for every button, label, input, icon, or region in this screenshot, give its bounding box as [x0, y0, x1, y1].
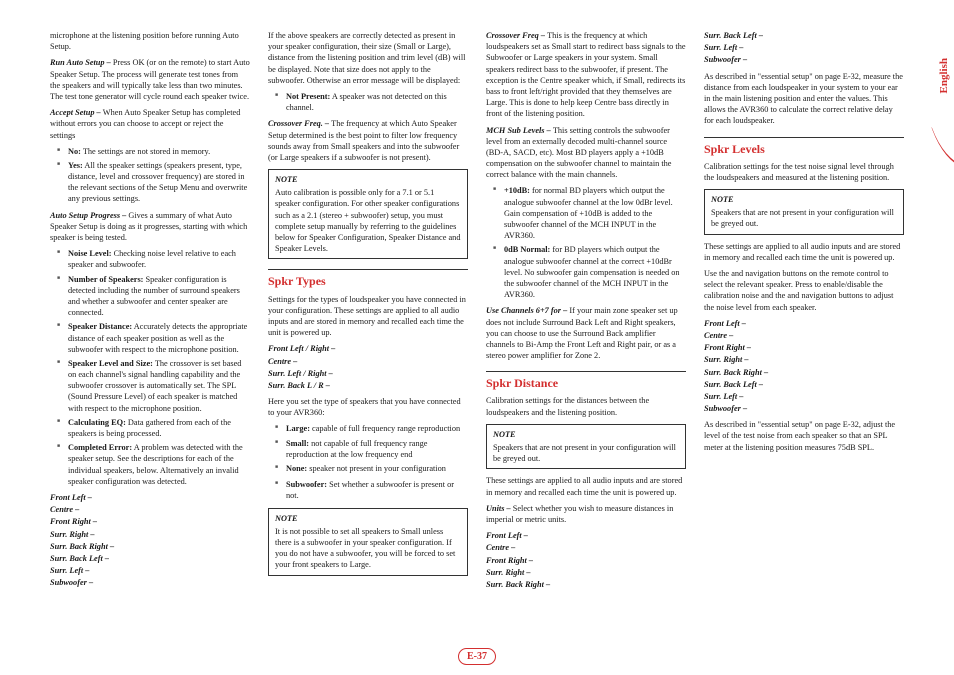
- speaker-item: Surr. Back Left –: [704, 379, 904, 390]
- accept-bullets: No: The settings are not stored in memor…: [50, 146, 250, 205]
- list-item: Completed Error: A problem was detected …: [60, 442, 250, 487]
- run-auto-lead: Run Auto Setup –: [50, 58, 113, 67]
- mch-bullets: +10dB: for normal BD players which outpu…: [486, 185, 686, 300]
- speaker-item: Surr. Back Left –: [50, 553, 250, 564]
- speaker-item: Surr. Right –: [486, 567, 686, 578]
- progress-lead: Auto Setup Progress –: [50, 211, 128, 220]
- speaker-item: Centre –: [268, 356, 468, 367]
- page-content: microphone at the listening position bef…: [0, 0, 954, 620]
- speaker-item: Front Left –: [486, 530, 686, 541]
- speaker-item: Surr. Left / Right –: [268, 368, 468, 379]
- speaker-item: Centre –: [486, 542, 686, 553]
- spkr-dist-intro: Calibration settings for the distances b…: [486, 395, 686, 417]
- detect-text: If the above speakers are correctly dete…: [268, 30, 468, 86]
- list-item: None: speaker not present in your config…: [278, 463, 468, 474]
- auto-progress: Auto Setup Progress – Gives a summary of…: [50, 210, 250, 244]
- speaker-item: Front Left / Right –: [268, 343, 468, 354]
- list-item: No: The settings are not stored in memor…: [60, 146, 250, 157]
- spkr-levels-intro: Calibration settings for the test noise …: [704, 161, 904, 183]
- list-item: Speaker Level and Size: The crossover is…: [60, 358, 250, 414]
- speaker-list-1: Front Left –Centre –Front Right – Surr. R…: [50, 492, 250, 589]
- list-item: Calculating EQ: Data gathered from each …: [60, 417, 250, 439]
- spkr-types-head: Spkr Types: [268, 269, 468, 289]
- list-item: +10dB: for normal BD players which outpu…: [496, 185, 686, 241]
- note-3: NOTESpeakers that are not present in you…: [486, 424, 686, 470]
- speaker-item: Surr. Back Right –: [50, 541, 250, 552]
- intro-text: microphone at the listening position bef…: [50, 30, 250, 52]
- not-present: Not Present: A speaker was not detected …: [268, 91, 468, 113]
- accept-setup: Accept Setup – When Auto Speaker Setup h…: [50, 107, 250, 141]
- speaker-item: Surr. Back Left –: [704, 30, 904, 41]
- speaker-item: Surr. Left –: [704, 391, 904, 402]
- spkr-types-bullets: Large: capable of full frequency range r…: [268, 423, 468, 474]
- speaker-item: Front Right –: [704, 342, 904, 353]
- speaker-item: Front Right –: [50, 516, 250, 527]
- speaker-item: Front Left –: [704, 318, 904, 329]
- spkr-dist-outro: These settings are applied to all audio …: [486, 475, 686, 497]
- list-item: Noise Level: Checking noise level relati…: [60, 248, 250, 270]
- essential-2: As described in "essential setup" on pag…: [704, 419, 904, 453]
- spkr-types-set: Here you set the type of speakers that y…: [268, 396, 468, 418]
- crossover2: Crossover Freq – This is the frequency a…: [486, 30, 686, 120]
- speaker-item: Centre –: [704, 330, 904, 341]
- speaker-item: Front Right –: [486, 555, 686, 566]
- speaker-item: Surr. Left –: [704, 42, 904, 53]
- speaker-item: Subwoofer –: [50, 577, 250, 588]
- language-tab: English: [934, 50, 954, 101]
- spkr-dist-head: Spkr Distance: [486, 371, 686, 391]
- subwoofer-bullet: Subwoofer: Set whether a subwoofer is pr…: [268, 479, 468, 501]
- list-item: Yes: All the speaker settings (speakers …: [60, 160, 250, 205]
- spkr-levels-head: Spkr Levels: [704, 137, 904, 157]
- speaker-item: Front Left –: [50, 492, 250, 503]
- speaker-item: Subwoofer –: [704, 403, 904, 414]
- essential-1: As described in "essential setup" on pag…: [704, 71, 904, 127]
- spkr-types-intro: Settings for the types of loudspeaker yo…: [268, 294, 468, 339]
- speaker-item: Surr. Left –: [50, 565, 250, 576]
- speaker-item: Surr. Right –: [704, 354, 904, 365]
- note-4: NOTESpeakers that are not present in you…: [704, 189, 904, 235]
- speaker-item: Surr. Back L / R –: [268, 380, 468, 391]
- progress-bullets: Noise Level: Checking noise level relati…: [50, 248, 250, 487]
- note-1: NOTEAuto calibration is possible only fo…: [268, 169, 468, 259]
- use-channels: Use Channels 6+7 for – If your main zone…: [486, 305, 686, 361]
- list-item: Large: capable of full frequency range r…: [278, 423, 468, 434]
- speaker-list-3: Front Left –Centre –Front Right –Surr. R…: [704, 318, 904, 415]
- spkr-levels-settings: These settings are applied to all audio …: [704, 241, 904, 263]
- accept-lead: Accept Setup –: [50, 108, 103, 117]
- mch-sub: MCH Sub Levels – This setting controls t…: [486, 125, 686, 181]
- list-item: 0dB Normal: for BD players which output …: [496, 244, 686, 300]
- spkr-levels-nav: Use the and navigation buttons on the re…: [704, 268, 904, 313]
- spkr-types-list: Front Left / Right – Centre –Surr. Left /…: [268, 343, 468, 391]
- page-number: E-37: [458, 648, 496, 665]
- run-auto: Run Auto Setup – Press OK (or on the rem…: [50, 57, 250, 102]
- speaker-item: Centre –: [50, 504, 250, 515]
- speaker-item: Surr. Back Right –: [704, 367, 904, 378]
- list-item: Speaker Distance: Accurately detects the…: [60, 321, 250, 355]
- list-item: Small: not capable of full frequency ran…: [278, 438, 468, 460]
- units: Units – Select whether you wish to measu…: [486, 503, 686, 525]
- speaker-item: Surr. Right –: [50, 529, 250, 540]
- crossover-freq: Crossover Freq. – The frequency at which…: [268, 118, 468, 163]
- note-2: NOTEIt is not possible to set all speake…: [268, 508, 468, 576]
- speaker-item: Surr. Back Right –: [486, 579, 686, 590]
- list-item: Number of Speakers: Speaker configuratio…: [60, 274, 250, 319]
- speaker-item: Subwoofer –: [704, 54, 904, 65]
